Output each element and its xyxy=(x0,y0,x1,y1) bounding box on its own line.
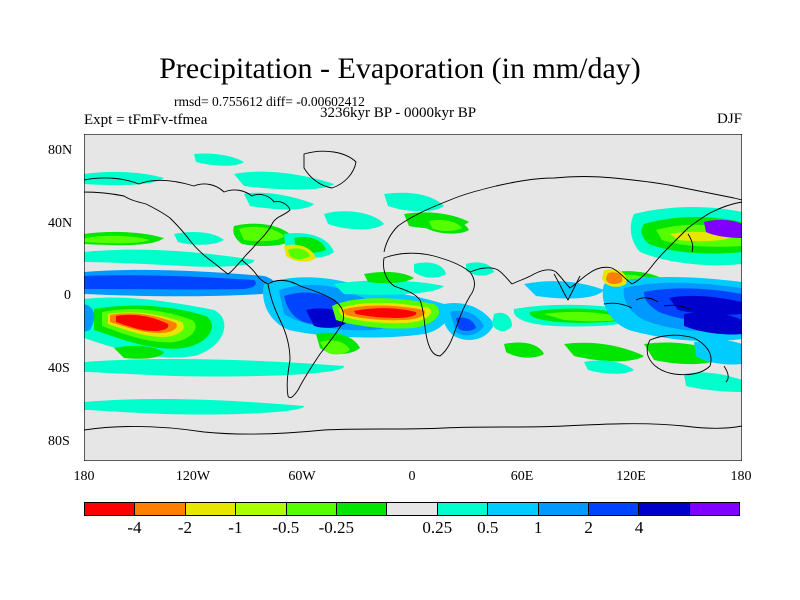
colorbar-swatch-8 xyxy=(488,503,539,515)
season-label: DJF xyxy=(716,111,742,127)
lon-tick-120e: 120E xyxy=(616,469,646,484)
lat-tick-80s: 80S xyxy=(48,434,70,449)
colorbar-swatch-9 xyxy=(538,503,589,515)
field-contours xyxy=(84,153,742,415)
period-label: 3236kyr BP - 0000kyr BP xyxy=(320,105,477,121)
colorbar-label-4: -0.25 xyxy=(318,518,355,537)
colorbar-swatch-4 xyxy=(286,503,337,515)
experiment-label: Expt = tFmFv-tfmea xyxy=(84,112,208,128)
lat-tick-0: 0 xyxy=(64,288,71,303)
colorbar-swatch-5 xyxy=(336,503,388,515)
colorbar-label-8: 2 xyxy=(584,518,593,537)
colorbar-swatch-0 xyxy=(85,503,136,515)
lon-tick-180w: 180 xyxy=(73,469,95,484)
lon-tick-120w: 120W xyxy=(175,469,211,484)
lon-tick-180e: 180 xyxy=(730,469,752,484)
colorbar-label-0: -4 xyxy=(127,518,142,537)
colorbar-swatch-7 xyxy=(437,503,489,515)
colorbar-swatch-11 xyxy=(639,503,690,515)
precip-evap-map xyxy=(84,134,742,461)
coastlines xyxy=(84,150,742,435)
colorbar-label-1: -2 xyxy=(177,518,193,537)
colorbar-label-7: 1 xyxy=(533,518,543,537)
colorbar-swatch-10 xyxy=(588,503,640,515)
lon-tick-60e: 60E xyxy=(510,469,534,484)
lat-tick-40s: 40S xyxy=(48,361,70,376)
colorbar-swatch-6 xyxy=(387,503,438,515)
colorbar-label-9: 4 xyxy=(634,518,644,537)
stats-text: rmsd= 0.755612 diff= -0.00602412 xyxy=(174,94,365,109)
colorbar-swatch-1 xyxy=(135,503,186,515)
colorbar-swatch-3 xyxy=(236,503,287,515)
colorbar xyxy=(84,502,740,516)
lon-tick-0: 0 xyxy=(408,469,416,484)
lat-tick-80n: 80N xyxy=(48,143,73,158)
colorbar-legend xyxy=(84,502,740,516)
colorbar-swatch-12 xyxy=(689,503,740,515)
colorbar-label-3: -0.5 xyxy=(272,518,300,537)
lat-tick-40n: 40N xyxy=(48,216,73,231)
map-panel xyxy=(84,134,742,461)
colorbar-label-5: 0.25 xyxy=(422,518,453,537)
chart-title: Precipitation - Evaporation (in mm/day) xyxy=(159,52,641,85)
colorbar-label-2: -1 xyxy=(228,518,243,537)
lon-tick-60w: 60W xyxy=(288,469,316,484)
colorbar-swatch-2 xyxy=(185,503,237,515)
colorbar-label-6: 0.5 xyxy=(477,518,499,537)
